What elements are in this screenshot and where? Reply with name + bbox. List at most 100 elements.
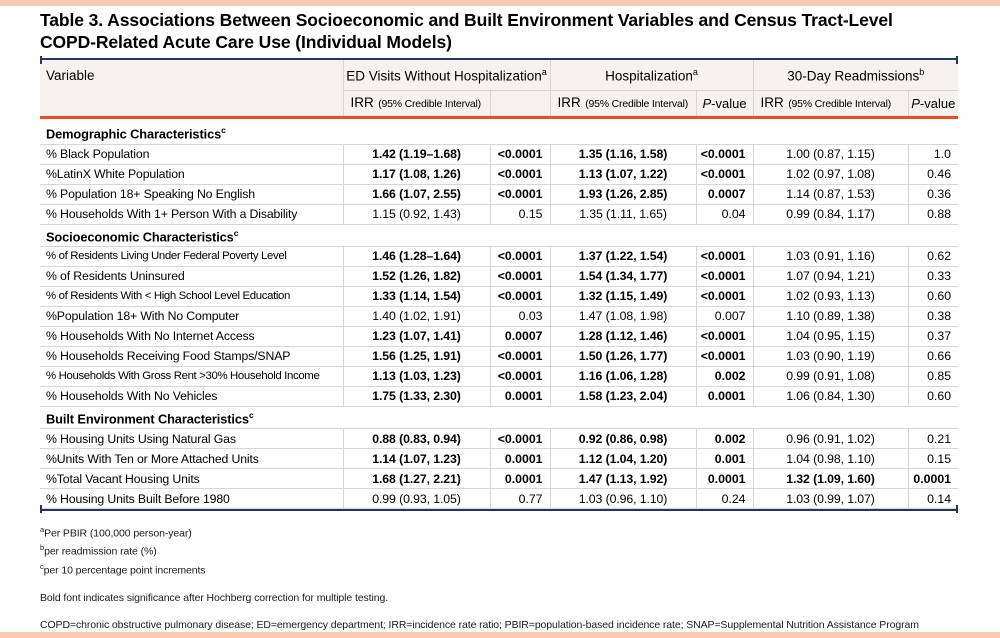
irr-sublabel: (95% Credible Interval) — [378, 98, 481, 111]
irr-cell: 1.04 (0.98, 1.10) — [752, 448, 909, 470]
p-value-cell: <0.0001 — [695, 246, 754, 267]
data-row: %Units With Ten or More Attached Units 1.… — [40, 448, 959, 470]
data-row: %Population 18+ With No Computer 1.40 (1.… — [40, 306, 959, 327]
p-value-cell: 0.001 — [695, 448, 754, 470]
table-body: Demographic Characteristicsc% Black Popu… — [40, 117, 959, 510]
p-value-cell: <0.0001 — [695, 346, 754, 367]
p-value-cell: 0.60 — [907, 286, 959, 307]
variable-column-header: Variable — [40, 60, 343, 119]
variable-cell: % of Residents Living Under Federal Pove… — [40, 246, 343, 267]
group-footnote-marker: a — [541, 66, 547, 77]
p-value-cell: 0.66 — [907, 346, 959, 367]
data-row: % of Residents With < High School Level … — [40, 286, 959, 307]
irr-cell: 0.88 (0.83, 0.94) — [342, 428, 490, 450]
p-value-cell: <0.0001 — [489, 164, 551, 185]
data-row: % of Residents Uninsured 1.52 (1.26, 1.82… — [40, 266, 959, 287]
irr-cell: 1.02 (0.93, 1.13) — [752, 286, 909, 307]
p-value-cell: 0.04 — [695, 204, 754, 225]
p-header-readmissions: P-value — [907, 89, 959, 119]
irr-cell: 1.04 (0.95, 1.15) — [752, 326, 909, 347]
irr-cell: 0.92 (0.86, 0.98) — [549, 428, 697, 450]
p-value-cell: 0.03 — [489, 306, 551, 327]
table-bottom-rule — [40, 505, 958, 514]
p-value-cell: 0.38 — [907, 306, 959, 327]
irr-cell: 1.32 (1.15, 1.49) — [549, 286, 697, 307]
p-value-cell: 0.33 — [907, 266, 959, 287]
p-value-cell: <0.0001 — [489, 346, 551, 367]
table-top-rule — [40, 56, 958, 65]
variable-cell: % Households With Gross Rent >30% Househ… — [40, 366, 343, 387]
variable-cell: %Total Vacant Housing Units — [40, 468, 343, 490]
irr-cell: 1.10 (0.89, 1.38) — [752, 306, 909, 327]
results-table: Variable ED Visits Without Hospitalizati… — [40, 60, 959, 510]
data-row: % Households Receiving Food Stamps/SNAP 1… — [40, 346, 959, 367]
variable-cell: % Black Population — [40, 144, 343, 165]
irr-cell: 1.54 (1.34, 1.77) — [549, 266, 697, 287]
sub-header-row: IRR (95% Credible Interval) IRR (95% Cre… — [40, 89, 959, 119]
p-label-rest: -value — [711, 95, 747, 111]
irr-cell: 1.13 (1.03, 1.23) — [342, 366, 490, 387]
p-value-cell: 0.85 — [907, 366, 959, 387]
p-value-cell: <0.0001 — [489, 266, 551, 287]
p-value-cell: 1.0 — [907, 144, 959, 165]
p-value-cell: <0.0001 — [489, 246, 551, 267]
section-title: Built Environment Characteristicsc — [40, 406, 959, 430]
p-value-cell: 0.0001 — [907, 468, 959, 490]
p-header-ed — [489, 89, 551, 119]
table-header: Variable ED Visits Without Hospitalizati… — [40, 60, 959, 119]
variable-cell: %LatinX White Population — [40, 164, 343, 185]
p-value-cell: 0.002 — [695, 366, 754, 387]
data-row: % Households With 1+ Person With a Disab… — [40, 204, 959, 225]
irr-cell: 1.14 (1.07, 1.23) — [342, 448, 490, 470]
p-value-cell: 0.0001 — [489, 386, 551, 407]
data-row: % Housing Units Built Before 1980 0.99 (0… — [40, 488, 959, 510]
p-value-cell: 0.46 — [907, 164, 959, 185]
section-header-row: Socioeconomic Characteristicsc — [40, 224, 959, 247]
irr-cell: 0.96 (0.91, 1.02) — [752, 428, 909, 450]
data-row: % Households With No Vehicles 1.75 (1.33,… — [40, 386, 959, 407]
bottom-accent-band — [0, 632, 1000, 638]
p-value-cell: 0.002 — [695, 428, 754, 450]
irr-cell: 1.66 (1.07, 2.55) — [342, 184, 490, 205]
footnote-marker: c — [40, 561, 44, 571]
p-label-rest: -value — [919, 95, 956, 111]
p-value-cell: <0.0001 — [489, 286, 551, 307]
variable-cell: % Housing Units Using Natural Gas — [40, 428, 343, 450]
data-row: %LatinX White Population 1.17 (1.08, 1.26… — [40, 164, 959, 185]
p-value-cell: 0.15 — [907, 448, 959, 470]
p-value-cell: <0.0001 — [489, 184, 551, 205]
irr-label: IRR — [760, 95, 784, 111]
irr-label: IRR — [350, 95, 374, 111]
p-value-cell: 0.88 — [907, 204, 959, 225]
data-row: % Households With No Internet Access 1.23… — [40, 326, 959, 347]
irr-cell: 1.12 (1.04, 1.20) — [549, 448, 697, 470]
irr-cell: 1.68 (1.27, 2.21) — [342, 468, 490, 490]
section-title: Socioeconomic Characteristicsc — [40, 224, 959, 247]
footnote-marker: a — [40, 525, 45, 535]
variable-cell: % Households With 1+ Person With a Disab… — [40, 204, 343, 225]
data-row: % Population 18+ Speaking No English 1.66… — [40, 184, 959, 205]
footnote-text: per 10 percentage point increments — [43, 564, 206, 577]
p-value-cell: <0.0001 — [695, 164, 754, 185]
data-row: %Total Vacant Housing Units 1.68 (1.27, 2… — [40, 468, 959, 490]
irr-cell: 1.28 (1.12, 1.46) — [549, 326, 697, 347]
irr-cell: 1.58 (1.23, 2.04) — [549, 386, 697, 407]
abbreviations-note: COPD=chronic obstructive pulmonary disea… — [40, 619, 919, 632]
footnote-text: per readmission rate (%) — [44, 545, 157, 558]
p-label-italic: P — [911, 95, 920, 111]
p-value-cell: <0.0001 — [489, 366, 551, 387]
group-footnote-marker: b — [919, 66, 925, 77]
section-title: Demographic Characteristicsc — [40, 122, 959, 145]
irr-cell: 1.16 (1.06, 1.28) — [549, 366, 697, 387]
group-label: ED Visits Without Hospitalization — [346, 68, 542, 84]
p-value-cell: 0.0001 — [695, 386, 754, 407]
irr-cell: 1.13 (1.07, 1.22) — [549, 164, 697, 185]
p-value-cell: 0.36 — [907, 184, 959, 205]
p-value-cell: 0.14 — [907, 488, 959, 510]
irr-cell: 1.46 (1.28–1.64) — [342, 246, 490, 267]
irr-cell: 0.99 (0.93, 1.05) — [342, 488, 490, 510]
p-value-cell: 0.0001 — [489, 448, 551, 470]
irr-sublabel: (95% Credible Interval) — [585, 98, 688, 111]
section-header-row: Demographic Characteristicsc — [40, 122, 959, 145]
section-header-row: Built Environment Characteristicsc — [40, 406, 959, 430]
